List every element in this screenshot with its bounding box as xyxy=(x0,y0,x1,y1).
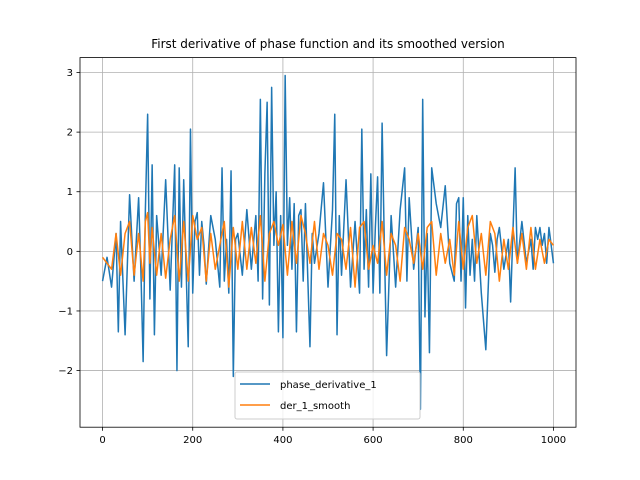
series-line-phase-derivative xyxy=(101,74,555,411)
legend: phase_derivative_1 der_1_smooth xyxy=(234,371,421,420)
legend-label-phase-derivative: phase_derivative_1 xyxy=(280,380,377,391)
legend-label-smooth: der_1_smooth xyxy=(280,401,350,412)
chart-title: First derivative of phase function and i… xyxy=(151,37,505,51)
x-tick-label: 800 xyxy=(454,435,473,446)
x-tick-label: 400 xyxy=(273,435,292,446)
y-tick-label: 0 xyxy=(67,247,73,258)
x-tick-label: 1000 xyxy=(541,435,566,446)
y-tick-label: 2 xyxy=(67,128,73,139)
x-axis: 0 200 400 600 800 1000 xyxy=(99,427,566,446)
y-tick-label: −1 xyxy=(58,306,73,317)
axes-frame xyxy=(79,57,577,428)
y-tick-label: 3 xyxy=(67,68,73,79)
y-tick-label: −2 xyxy=(58,366,73,377)
y-tick-label: 1 xyxy=(67,187,73,198)
y-axis: −2 −1 0 1 2 3 xyxy=(58,68,80,377)
series-layer xyxy=(101,74,555,411)
x-tick-label: 200 xyxy=(183,435,202,446)
x-tick-label: 0 xyxy=(99,435,105,446)
series-line-smooth xyxy=(101,211,555,288)
legend-box xyxy=(234,371,421,420)
x-tick-label: 600 xyxy=(364,435,383,446)
